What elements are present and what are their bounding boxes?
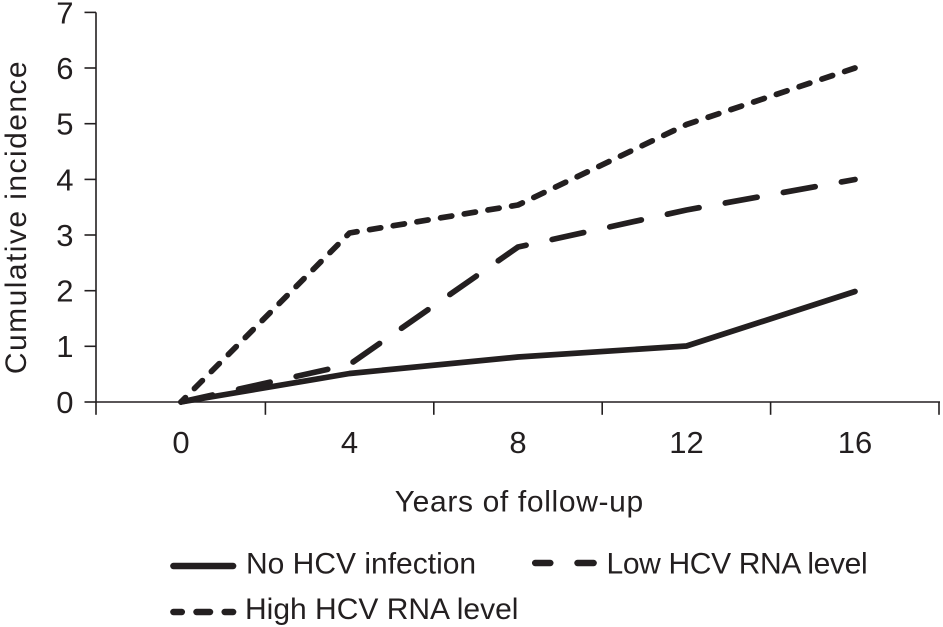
svg-text:7: 7 <box>56 0 73 30</box>
svg-text:No HCV infection: No HCV infection <box>246 547 476 580</box>
svg-text:High HCV RNA level: High HCV RNA level <box>245 593 518 626</box>
svg-text:0: 0 <box>172 425 189 460</box>
svg-text:12: 12 <box>669 425 703 460</box>
svg-text:Cumulative incidence: Cumulative incidence <box>0 60 33 374</box>
svg-text:16: 16 <box>838 425 872 460</box>
svg-text:2: 2 <box>56 274 73 309</box>
svg-text:0: 0 <box>56 385 73 420</box>
svg-text:8: 8 <box>509 425 526 460</box>
svg-text:Low HCV RNA level: Low HCV RNA level <box>607 547 868 580</box>
svg-text:6: 6 <box>56 51 73 86</box>
svg-text:4: 4 <box>341 425 358 460</box>
svg-text:Years of follow-up: Years of follow-up <box>395 486 644 519</box>
svg-text:4: 4 <box>56 162 73 197</box>
svg-text:1: 1 <box>56 329 73 364</box>
svg-text:3: 3 <box>56 218 73 253</box>
svg-text:5: 5 <box>56 107 73 142</box>
